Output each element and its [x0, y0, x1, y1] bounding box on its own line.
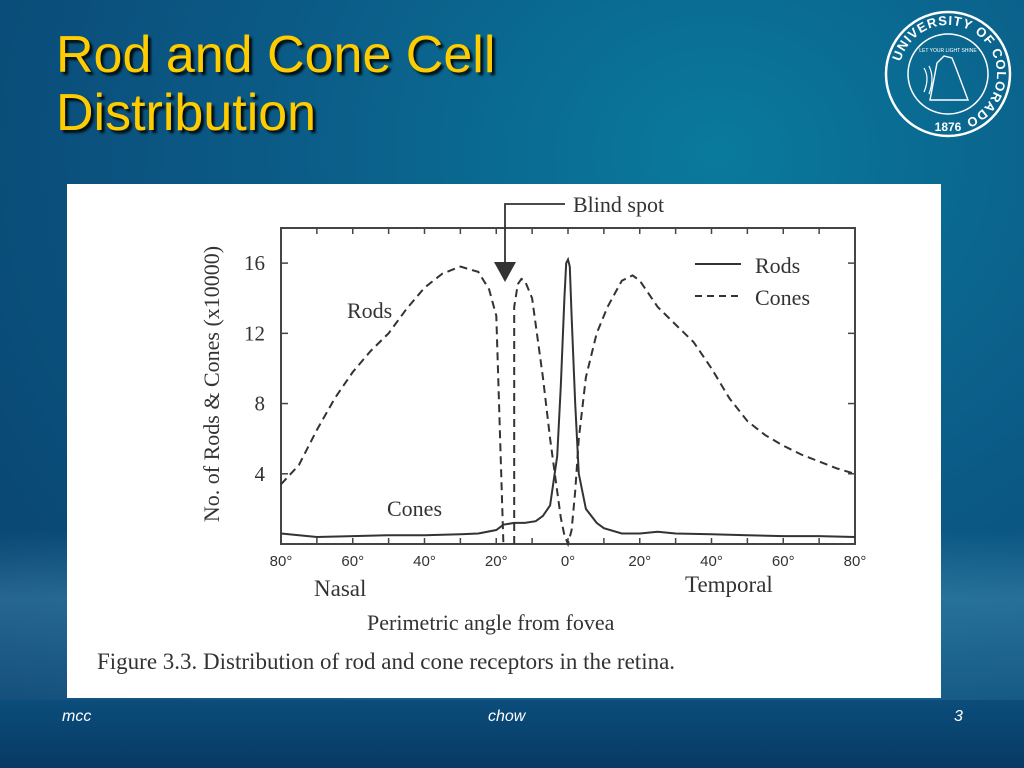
- x-tick-label: 40°: [700, 553, 723, 570]
- slide-title-line-1: Rod and Cone Cell: [56, 26, 496, 84]
- blind-spot-annotation: Blind spot: [573, 192, 664, 217]
- x-tick-label: 80°: [270, 553, 293, 570]
- x-tick-label: 20°: [485, 553, 508, 570]
- x-tick-label: 40°: [413, 553, 436, 570]
- footer-band: [0, 700, 1024, 768]
- slide-title-line-2: Distribution: [56, 84, 317, 142]
- x-tick-label: 60°: [772, 553, 795, 570]
- series-line-cones: [280, 256, 856, 539]
- retina-receptor-chart: 4 8 12 16 80° 60° 40° 20° 0° 20° 40° 60° 80° No. of…: [97, 192, 867, 674]
- university-seal-logo: UNIVERSITY OF COLORADO 1876 LET YOUR LIG…: [884, 10, 1012, 138]
- y-tick-label: 8: [255, 392, 266, 416]
- region-label-nasal: Nasal: [314, 576, 366, 601]
- y-tick-label: 12: [244, 321, 265, 345]
- blind-spot-arrow-line: [504, 203, 565, 264]
- x-tick-label: 60°: [341, 553, 364, 570]
- figure-caption: Figure 3.3. Distribution of rod and cone…: [97, 649, 675, 674]
- footer-author: mcc: [62, 708, 92, 725]
- series-layer: [280, 256, 856, 548]
- x-tick-label: 20°: [628, 553, 651, 570]
- seal-year: 1876: [935, 120, 962, 134]
- legend-label-cones: Cones: [755, 285, 810, 310]
- rods-curve-label: Rods: [347, 298, 392, 323]
- y-axis-label: No. of Rods & Cones (x10000): [199, 246, 224, 522]
- slide-title: Rod and Cone Cell Distribution: [56, 26, 816, 142]
- y-tick-label: 16: [244, 251, 265, 275]
- region-label-temporal: Temporal: [685, 572, 773, 597]
- footer-presenter: chow: [488, 708, 526, 725]
- x-tick-label: 80°: [844, 553, 867, 570]
- legend-label-rods: Rods: [755, 253, 800, 278]
- x-axis-ticks: 80° 60° 40° 20° 0° 20° 40° 60° 80°: [270, 228, 867, 570]
- series-line-rods: [513, 274, 856, 548]
- y-tick-label: 4: [255, 462, 266, 486]
- seal-motto: LET YOUR LIGHT SHINE: [919, 48, 977, 54]
- chart-legend: Rods Cones: [695, 253, 810, 310]
- cones-curve-label: Cones: [387, 496, 442, 521]
- x-axis-label: Perimetric angle from fovea: [367, 610, 615, 635]
- y-axis-ticks: 4 8 12 16: [244, 251, 855, 486]
- figure-panel: 4 8 12 16 80° 60° 40° 20° 0° 20° 40° 60° 80° No. of…: [67, 184, 941, 698]
- series-line-rods: [280, 265, 505, 545]
- x-tick-label: 0°: [561, 553, 575, 570]
- blind-spot-arrow-head: [494, 262, 516, 282]
- slide-number: 3: [954, 708, 963, 725]
